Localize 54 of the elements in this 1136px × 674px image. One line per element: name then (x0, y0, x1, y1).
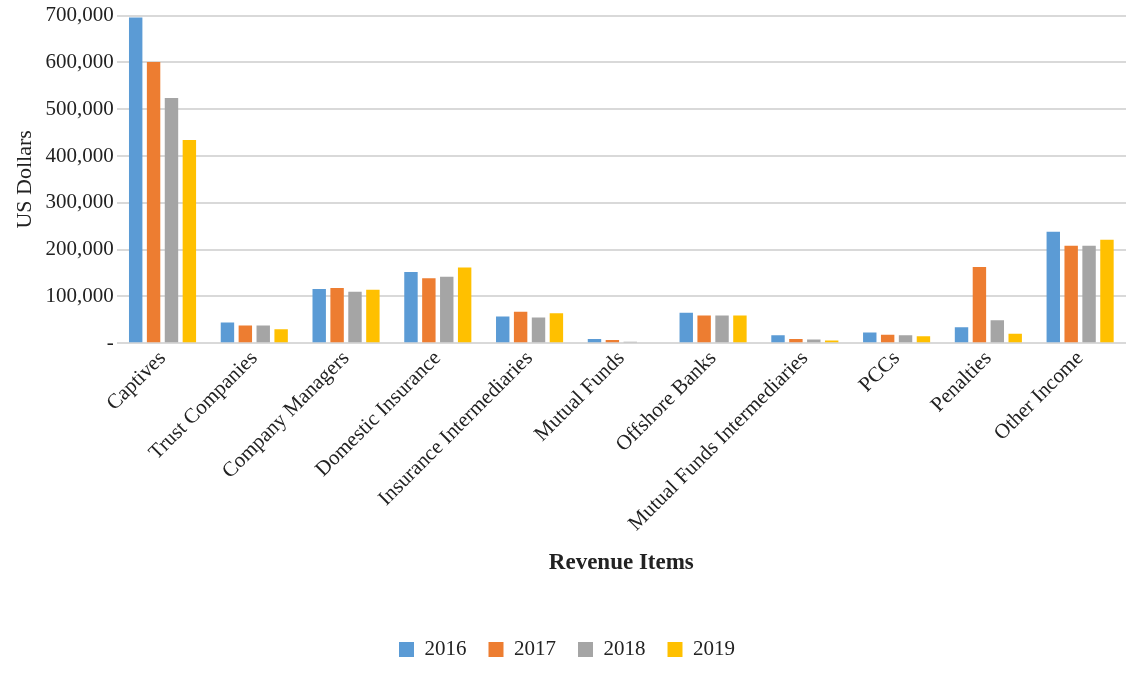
bar (898, 335, 913, 343)
bar (496, 316, 510, 343)
bar (330, 287, 344, 343)
y-tick-label: 200,000 (45, 236, 114, 261)
bar (771, 335, 785, 343)
bar (697, 315, 711, 343)
bar (954, 327, 969, 343)
bar (715, 315, 729, 343)
y-axis-title: US Dollars (10, 130, 36, 229)
legend-label: 2016 (424, 636, 467, 661)
bar (531, 317, 546, 343)
legend-label: 2017 (514, 636, 556, 661)
y-tick-label: 300,000 (45, 189, 114, 214)
bar (256, 325, 270, 343)
bar (880, 334, 895, 343)
legend-label: 2018 (603, 636, 646, 661)
bar (1100, 239, 1114, 343)
bar (1008, 333, 1022, 343)
bar (990, 320, 1005, 343)
bar (863, 332, 877, 343)
bar (238, 325, 253, 343)
bar (366, 289, 380, 343)
bar (679, 312, 693, 343)
bar (733, 315, 747, 343)
bar (312, 288, 326, 343)
bar (1064, 245, 1078, 343)
bar (348, 291, 362, 343)
bar (789, 338, 803, 343)
legend-label: 2019 (693, 636, 735, 661)
y-tick-label: 600,000 (45, 48, 114, 73)
x-axis-title: Revenue Items (548, 549, 694, 575)
bar (916, 336, 931, 343)
bar (128, 17, 143, 343)
bar (1046, 231, 1060, 343)
y-tick-label: 100,000 (45, 282, 114, 307)
bar (164, 97, 179, 343)
bar (404, 272, 418, 343)
bar (549, 313, 564, 343)
bar (274, 329, 288, 343)
bar (807, 339, 821, 343)
bar (440, 276, 454, 343)
bar (587, 338, 602, 343)
bar (972, 266, 987, 343)
bar (182, 140, 197, 343)
bar (513, 311, 528, 343)
y-tick-label: 500,000 (45, 95, 114, 120)
bar (146, 61, 161, 343)
bar (422, 278, 436, 343)
y-tick-label: 700,000 (45, 2, 114, 27)
y-tick-label: 400,000 (45, 142, 114, 167)
bar (1082, 245, 1096, 343)
bar (220, 322, 235, 343)
bar (457, 267, 472, 343)
y-tick-label: - (106, 329, 114, 354)
